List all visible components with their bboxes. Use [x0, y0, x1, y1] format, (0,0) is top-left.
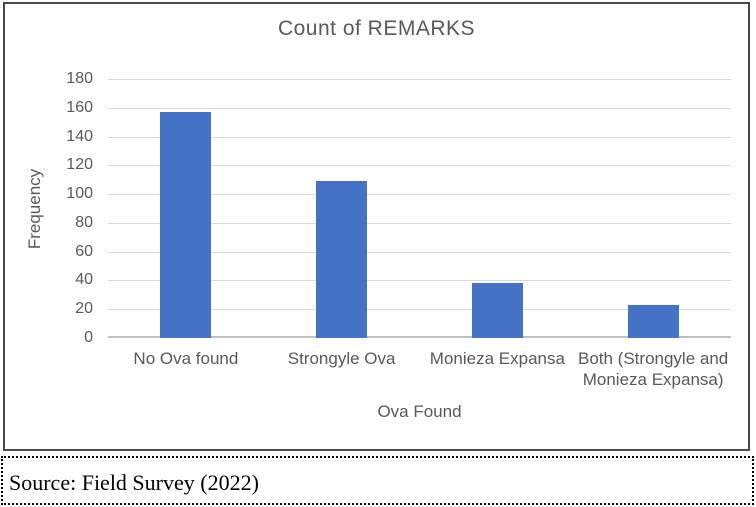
bar-no-ova-found: [160, 112, 211, 338]
plot-area: [108, 79, 731, 338]
y-tick-label: 20: [75, 300, 93, 317]
chart-title: Count of REMARKS: [277, 17, 476, 40]
y-tick-label: 40: [75, 271, 93, 288]
gridline: [108, 309, 731, 310]
y-tick-label: 80: [75, 214, 93, 231]
bar-monieza-expansa: [472, 283, 523, 338]
x-category-label: Both (Strongyle and Monieza Expansa): [577, 349, 729, 389]
y-tick-label: 160: [66, 99, 93, 116]
x-axis-category-labels: No Ova found Strongyle Ova Monieza Expansa…: [108, 348, 731, 390]
y-tick-label: 120: [66, 156, 93, 173]
source-note-box: Source: Field Survey (2022): [1, 456, 754, 505]
bar-both-strongyle-and-monieza-expansa: [628, 305, 679, 338]
gridline: [108, 79, 731, 80]
gridline: [108, 252, 731, 253]
bar-chart: Count of REMARKS Frequency 180 160 140 120 1…: [3, 2, 750, 451]
y-axis-tick-labels: 180 160 140 120 100 80 60 40 20 0: [5, 70, 93, 346]
gridline: [108, 223, 731, 224]
x-category-label: Monieza Expansa: [429, 349, 565, 368]
y-tick-label: 140: [66, 128, 93, 145]
bar-strongyle-ova: [316, 181, 367, 338]
x-category-label: Strongyle Ova: [287, 349, 396, 368]
y-tick-label: 100: [66, 185, 93, 202]
gridline: [108, 194, 731, 195]
x-axis-title: Ova Found: [377, 402, 462, 421]
x-axis-line: [108, 336, 731, 338]
y-tick-label: 180: [66, 70, 93, 87]
x-category-label: No Ova found: [133, 349, 239, 368]
source-note-text: Source: Field Survey (2022): [9, 470, 259, 495]
y-tick-label: 60: [75, 243, 93, 260]
gridline: [108, 137, 731, 138]
gridline: [108, 165, 731, 166]
y-tick-label: 0: [84, 329, 93, 346]
gridline: [108, 280, 731, 281]
gridline: [108, 108, 731, 109]
